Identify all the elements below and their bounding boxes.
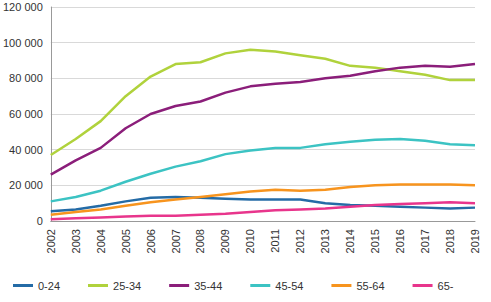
svg-text:20 000: 20 000 <box>9 179 43 191</box>
svg-text:2011: 2011 <box>269 229 281 253</box>
svg-text:2008: 2008 <box>194 229 206 253</box>
svg-text:2004: 2004 <box>95 229 107 253</box>
svg-text:2007: 2007 <box>170 229 182 253</box>
svg-text:2012: 2012 <box>294 229 306 253</box>
svg-text:2013: 2013 <box>319 229 331 253</box>
svg-text:2009: 2009 <box>219 229 231 253</box>
svg-text:100 000: 100 000 <box>3 37 43 49</box>
svg-text:2006: 2006 <box>145 229 157 253</box>
svg-text:2016: 2016 <box>394 229 406 253</box>
svg-text:2017: 2017 <box>419 229 431 253</box>
svg-text:60 000: 60 000 <box>9 108 43 120</box>
svg-text:0-24: 0-24 <box>38 280 60 292</box>
svg-text:25-34: 25-34 <box>113 280 141 292</box>
svg-text:2005: 2005 <box>120 229 132 253</box>
svg-text:0: 0 <box>37 215 43 227</box>
svg-text:2002: 2002 <box>45 229 57 253</box>
svg-text:2014: 2014 <box>344 229 356 253</box>
svg-text:2015: 2015 <box>369 229 381 253</box>
svg-text:2010: 2010 <box>244 229 256 253</box>
svg-text:2003: 2003 <box>70 229 82 253</box>
svg-text:2019: 2019 <box>469 229 481 253</box>
svg-text:120 000: 120 000 <box>3 1 43 13</box>
svg-text:40 000: 40 000 <box>9 144 43 156</box>
svg-text:55-64: 55-64 <box>356 280 384 292</box>
svg-text:80 000: 80 000 <box>9 72 43 84</box>
svg-text:35-44: 35-44 <box>194 280 222 292</box>
svg-text:2018: 2018 <box>444 229 456 253</box>
svg-text:65-: 65- <box>438 280 454 292</box>
svg-text:45-54: 45-54 <box>275 280 303 292</box>
